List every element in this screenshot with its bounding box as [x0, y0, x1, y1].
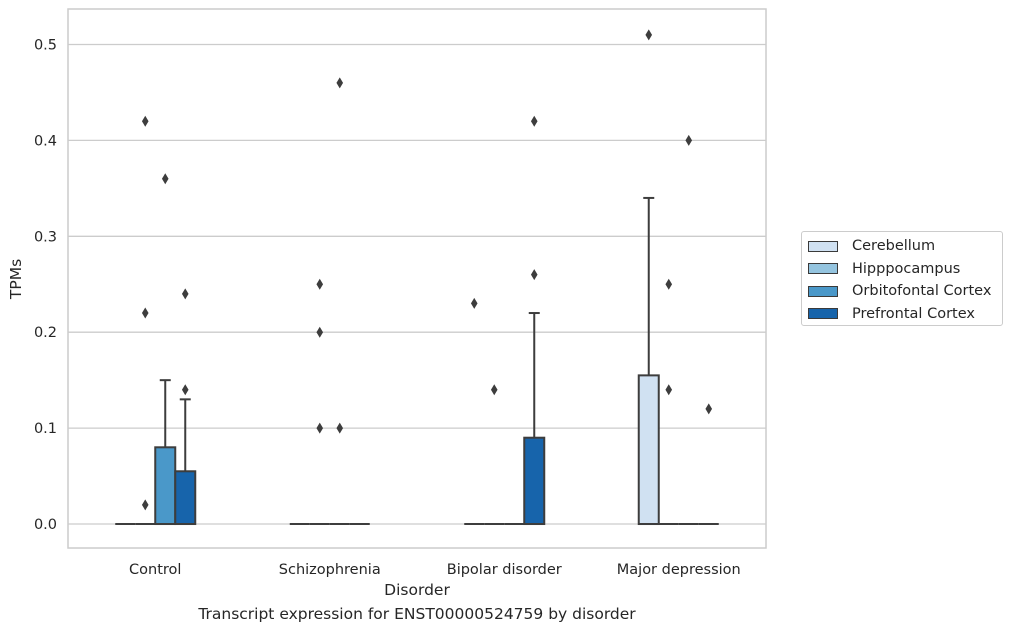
- outlier-point: [316, 422, 324, 434]
- outlier-point: [181, 384, 189, 396]
- outlier-point: [336, 422, 344, 434]
- legend-item: Hipppocampus: [802, 258, 1002, 281]
- legend-swatch: [808, 308, 838, 320]
- box: [154, 446, 177, 526]
- outlier-point: [490, 384, 498, 396]
- legend-swatch: [808, 285, 838, 297]
- box-prefrontal-cortex: [698, 403, 719, 526]
- outlier-point: [141, 115, 149, 127]
- box-orbitofontal-cortex: [678, 134, 699, 526]
- box-cerebellum: [464, 297, 485, 526]
- y-tick-label: 0.5: [34, 37, 57, 53]
- legend-label: Cerebellum: [852, 238, 936, 255]
- box-orbitofontal-cortex: [154, 173, 177, 526]
- plot-frame: [67, 8, 767, 549]
- y-tick-labels: 0.0 0.1 0.2 0.3 0.4 0.5: [34, 37, 57, 533]
- y-tick-label: 0.2: [34, 325, 57, 341]
- y-axis-label: TPMs: [7, 259, 25, 300]
- outlier-point: [645, 29, 653, 41]
- y-tick-label: 0.3: [34, 229, 57, 245]
- outlier-point: [530, 269, 538, 281]
- box-cerebellum: [637, 29, 660, 526]
- outlier-point: [316, 326, 324, 338]
- legend-label: Prefrontal Cortex: [852, 305, 975, 322]
- box: [174, 470, 197, 526]
- box-hipppocampus: [135, 115, 156, 526]
- outlier-point: [705, 403, 713, 415]
- box: [523, 436, 546, 526]
- x-tick-labels: Control Schizophrenia Bipolar disorder Majo…: [129, 562, 741, 578]
- legend-item: Prefrontal Cortex: [802, 303, 1002, 326]
- outlier-point: [530, 115, 538, 127]
- outlier-point: [141, 307, 149, 319]
- legend-label: Orbitofontal Cortex: [852, 283, 992, 300]
- x-axis-label: Disorder: [384, 581, 450, 599]
- legend: Cerebellum Hipppocampus Orbitofontal Corte…: [801, 231, 1003, 326]
- chart-caption: Transcript expression for ENST0000052475…: [198, 605, 636, 623]
- x-tick-label: Schizophrenia: [279, 562, 381, 578]
- box-groups: [115, 29, 719, 526]
- legend-item: Cerebellum: [802, 235, 1002, 258]
- box-prefrontal-cortex: [523, 115, 546, 526]
- outlier-point: [665, 278, 673, 290]
- box-orbitofontal-cortex: [329, 77, 350, 526]
- outlier-point: [316, 278, 324, 290]
- box: [637, 374, 660, 526]
- legend-label: Hipppocampus: [852, 260, 961, 277]
- y-tick-label: 0.1: [34, 421, 57, 437]
- x-tick-label: Major depression: [617, 562, 741, 578]
- outlier-point: [141, 499, 149, 511]
- box-hipppocampus: [658, 278, 679, 526]
- x-tick-label: Bipolar disorder: [447, 562, 562, 578]
- outlier-point: [685, 134, 693, 146]
- box-hipppocampus: [309, 278, 330, 526]
- y-tick-label: 0.0: [34, 517, 57, 533]
- box-hipppocampus: [484, 384, 505, 526]
- x-tick-label: Control: [129, 562, 181, 578]
- legend-swatch: [808, 240, 838, 252]
- outlier-point: [336, 77, 344, 89]
- outlier-point: [665, 384, 673, 396]
- box-prefrontal-cortex: [174, 288, 197, 526]
- outlier-point: [181, 288, 189, 300]
- y-tick-label: 0.4: [34, 133, 57, 149]
- outlier-point: [470, 297, 478, 309]
- legend-swatch: [808, 263, 838, 275]
- legend-item: Orbitofontal Cortex: [802, 280, 1002, 303]
- outlier-point: [161, 173, 169, 185]
